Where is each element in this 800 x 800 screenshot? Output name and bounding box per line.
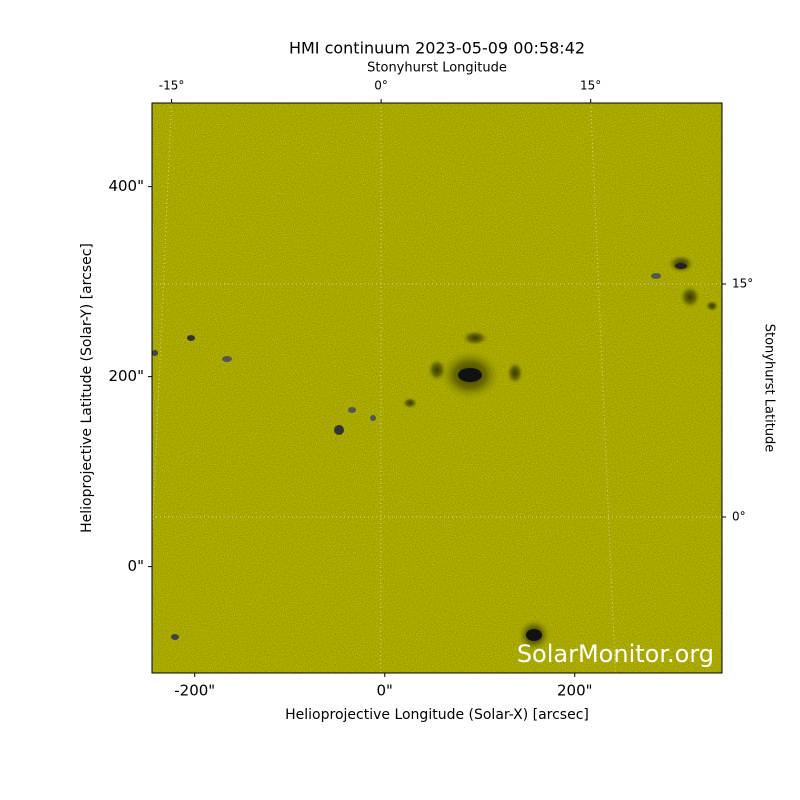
- chart-title: HMI continuum 2023-05-09 00:58:42: [289, 39, 585, 58]
- y-tick-label: 200": [108, 367, 144, 385]
- sunspot: [222, 356, 232, 362]
- x-tick-label: 0": [377, 682, 393, 700]
- x2-tick-label: 0°: [374, 79, 388, 93]
- granulation: [152, 103, 722, 673]
- x-tick-label: -200": [174, 682, 215, 700]
- grid: [152, 103, 722, 673]
- y2-axis-label: Stonyhurst Latitude: [762, 324, 777, 453]
- sunspot: [402, 397, 418, 409]
- sunspot: [187, 335, 195, 341]
- sunspot: [679, 285, 701, 309]
- sunspot: [461, 330, 489, 346]
- y-axis-label: Helioprojective Latitude (Solar-Y) [arcs…: [79, 243, 95, 533]
- sunspot: [370, 415, 376, 421]
- sunspot: [675, 263, 687, 269]
- x2-axis-label: Stonyhurst Longitude: [367, 61, 507, 76]
- watermark: SolarMonitor.org: [517, 640, 714, 668]
- y2-tick-label: 0°: [732, 510, 746, 524]
- sunspot: [152, 350, 158, 356]
- x-axis-label: Helioprojective Longitude (Solar-X) [arc…: [285, 707, 589, 723]
- sunspot: [427, 358, 447, 382]
- sunspot: [705, 300, 719, 312]
- sunspot: [526, 629, 542, 641]
- sunspot: [651, 273, 661, 279]
- sunspot: [458, 368, 482, 382]
- image: SolarMonitor.org: [152, 103, 722, 673]
- frame: [151, 102, 723, 674]
- sunspot: [171, 634, 179, 640]
- x2-tick-label: 15°: [580, 79, 601, 93]
- y2-tick-label: 15°: [732, 276, 753, 290]
- sunspots: [152, 254, 719, 652]
- x2-tick-label: -15°: [159, 79, 185, 93]
- sunspot: [334, 425, 344, 435]
- sunspot: [348, 407, 356, 413]
- y-tick-label: 400": [108, 177, 144, 195]
- sunspot: [506, 361, 524, 385]
- y-tick-label: 0": [128, 557, 144, 575]
- x-tick-label: 200": [557, 682, 593, 700]
